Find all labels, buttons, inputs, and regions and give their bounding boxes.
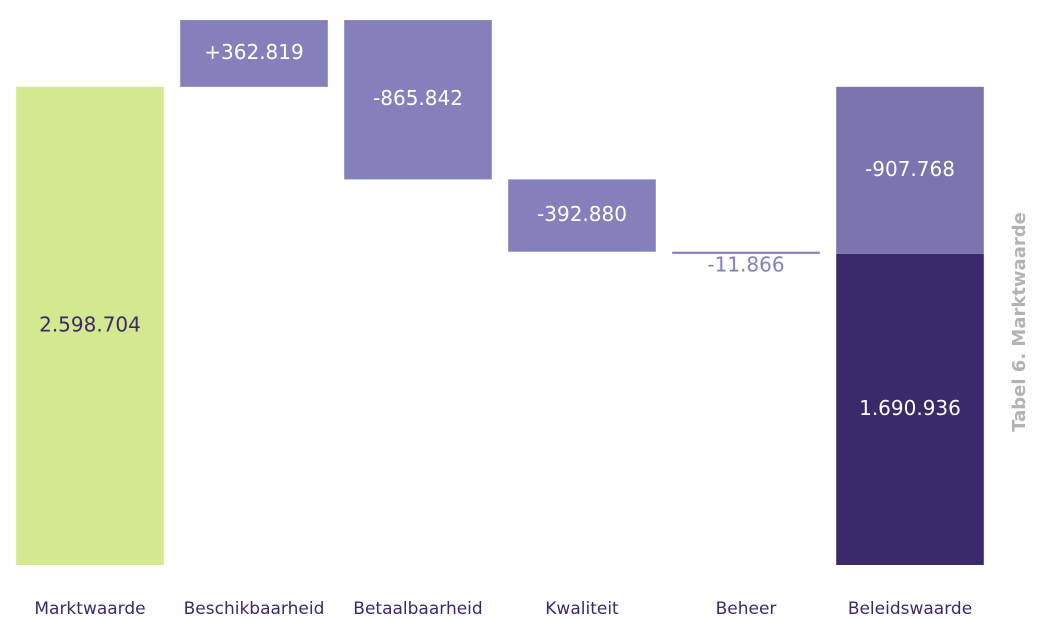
chart-title: Tabel 6. Marktwaarde	[1009, 212, 1030, 432]
value-label: -907.768	[865, 157, 955, 181]
bar	[180, 20, 328, 87]
x-tick-label: Beheer	[716, 599, 777, 619]
bar	[672, 251, 820, 254]
value-label: 2.598.704	[39, 312, 141, 336]
value-label: +362.819	[204, 40, 303, 64]
value-label: -392.880	[537, 202, 627, 226]
x-tick-label: Marktwaarde	[34, 599, 145, 619]
x-tick-label: Beschikbaarheid	[184, 599, 325, 619]
value-label: -865.842	[373, 86, 463, 110]
x-tick-label: Beleidswaarde	[848, 599, 972, 619]
x-tick-label: Kwaliteit	[545, 599, 619, 619]
x-tick-label: Betaalbaarheid	[353, 599, 482, 619]
value-label: 1.690.936	[859, 396, 961, 420]
value-label: -11.866	[707, 252, 784, 276]
bar	[836, 253, 984, 565]
bar	[16, 86, 164, 565]
bar	[344, 20, 492, 180]
bar	[508, 179, 656, 252]
bar-remainder	[836, 86, 984, 254]
